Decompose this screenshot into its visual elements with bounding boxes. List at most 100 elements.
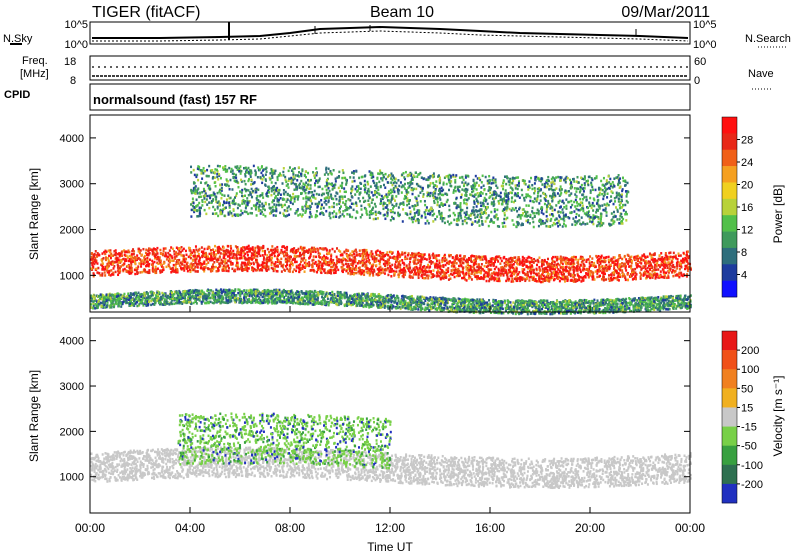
power-cell [337, 175, 340, 178]
power-cell [366, 189, 369, 193]
power-cell [516, 277, 519, 280]
power-cell [339, 206, 342, 210]
power-cell [177, 262, 180, 265]
power-cell [262, 204, 265, 208]
power-cell [353, 249, 356, 253]
power-cell [396, 256, 399, 259]
power-cell [93, 262, 96, 266]
power-cell [217, 245, 220, 249]
power-cell [610, 258, 613, 262]
power-cell [625, 212, 628, 216]
power-cell [428, 184, 431, 187]
power-cell [332, 258, 335, 262]
power-cell [397, 273, 400, 276]
power-cell [610, 212, 613, 215]
power-cell [295, 260, 298, 264]
power-cell [549, 219, 552, 222]
power-cell [610, 257, 613, 261]
power-cell [316, 214, 319, 218]
power-cell [620, 212, 623, 216]
power-cell [196, 250, 199, 253]
power-cell [614, 269, 617, 273]
power-cell [523, 263, 526, 266]
power-cell [430, 260, 433, 263]
power-cell [407, 267, 410, 270]
power-cell [328, 263, 331, 267]
power-cell [421, 257, 424, 261]
power-cell [550, 187, 553, 191]
power-cell [286, 263, 289, 267]
power-cell [300, 257, 303, 260]
power-cell [569, 178, 572, 182]
power-cell [248, 178, 251, 181]
power-cell [265, 258, 268, 262]
power-cell [492, 257, 495, 261]
power-cell [493, 267, 496, 271]
power-cell [630, 261, 633, 265]
power-cell [459, 206, 462, 209]
power-cell [638, 256, 641, 260]
power-cell [301, 264, 304, 267]
power-cell [304, 265, 307, 268]
power-cell [346, 265, 349, 268]
power-cell [133, 250, 136, 253]
power-cell [223, 194, 226, 197]
power-cell [420, 214, 423, 218]
power-cell [346, 256, 349, 259]
power-cell [227, 194, 230, 197]
power-cell [204, 189, 207, 193]
power-cell [193, 210, 196, 214]
power-cell [425, 274, 428, 277]
power-cell [225, 265, 228, 269]
power-cell [354, 267, 357, 270]
power-cell [427, 176, 430, 179]
power-cell [485, 261, 488, 265]
power-cell [505, 192, 508, 195]
power-cell [130, 262, 133, 265]
power-cell [417, 261, 420, 264]
power-cell [464, 278, 467, 281]
power-cell [581, 259, 584, 263]
power-cell [189, 256, 192, 260]
power-cell [653, 266, 656, 269]
power-cell [553, 260, 556, 264]
power-cell [477, 270, 480, 274]
power-cell [176, 270, 179, 274]
power-cell [445, 268, 448, 272]
power-cell [257, 208, 260, 211]
power-cell [385, 261, 388, 265]
power-cell [301, 247, 304, 251]
power-cell [347, 263, 350, 266]
power-cell [428, 266, 431, 269]
power-cell [276, 197, 279, 200]
power-cell [337, 249, 340, 252]
power-cell [365, 265, 368, 268]
power-cell [620, 222, 623, 225]
power-cell [463, 274, 466, 277]
power-cell [403, 187, 406, 190]
power-cell [434, 197, 437, 201]
power-cell [539, 188, 542, 192]
power-cell [238, 204, 241, 207]
power-cell [210, 255, 213, 258]
power-cell [241, 211, 244, 215]
power-cell [355, 185, 358, 188]
power-cell [478, 277, 481, 280]
power-cell [336, 247, 339, 250]
power-cell [370, 191, 373, 194]
power-cell [397, 263, 400, 267]
power-cell [163, 260, 166, 264]
power-cell [545, 214, 548, 218]
power-cell [438, 213, 441, 216]
power-cell [286, 209, 289, 213]
power-cell [680, 273, 683, 276]
power-cell [327, 196, 330, 199]
power-cell [409, 210, 412, 214]
power-cell [601, 271, 604, 274]
power-cell [399, 266, 402, 269]
power-cell [220, 186, 223, 190]
power-cell [602, 222, 605, 225]
power-cell [205, 255, 208, 258]
power-cell [579, 268, 582, 272]
power-cell [477, 266, 480, 270]
